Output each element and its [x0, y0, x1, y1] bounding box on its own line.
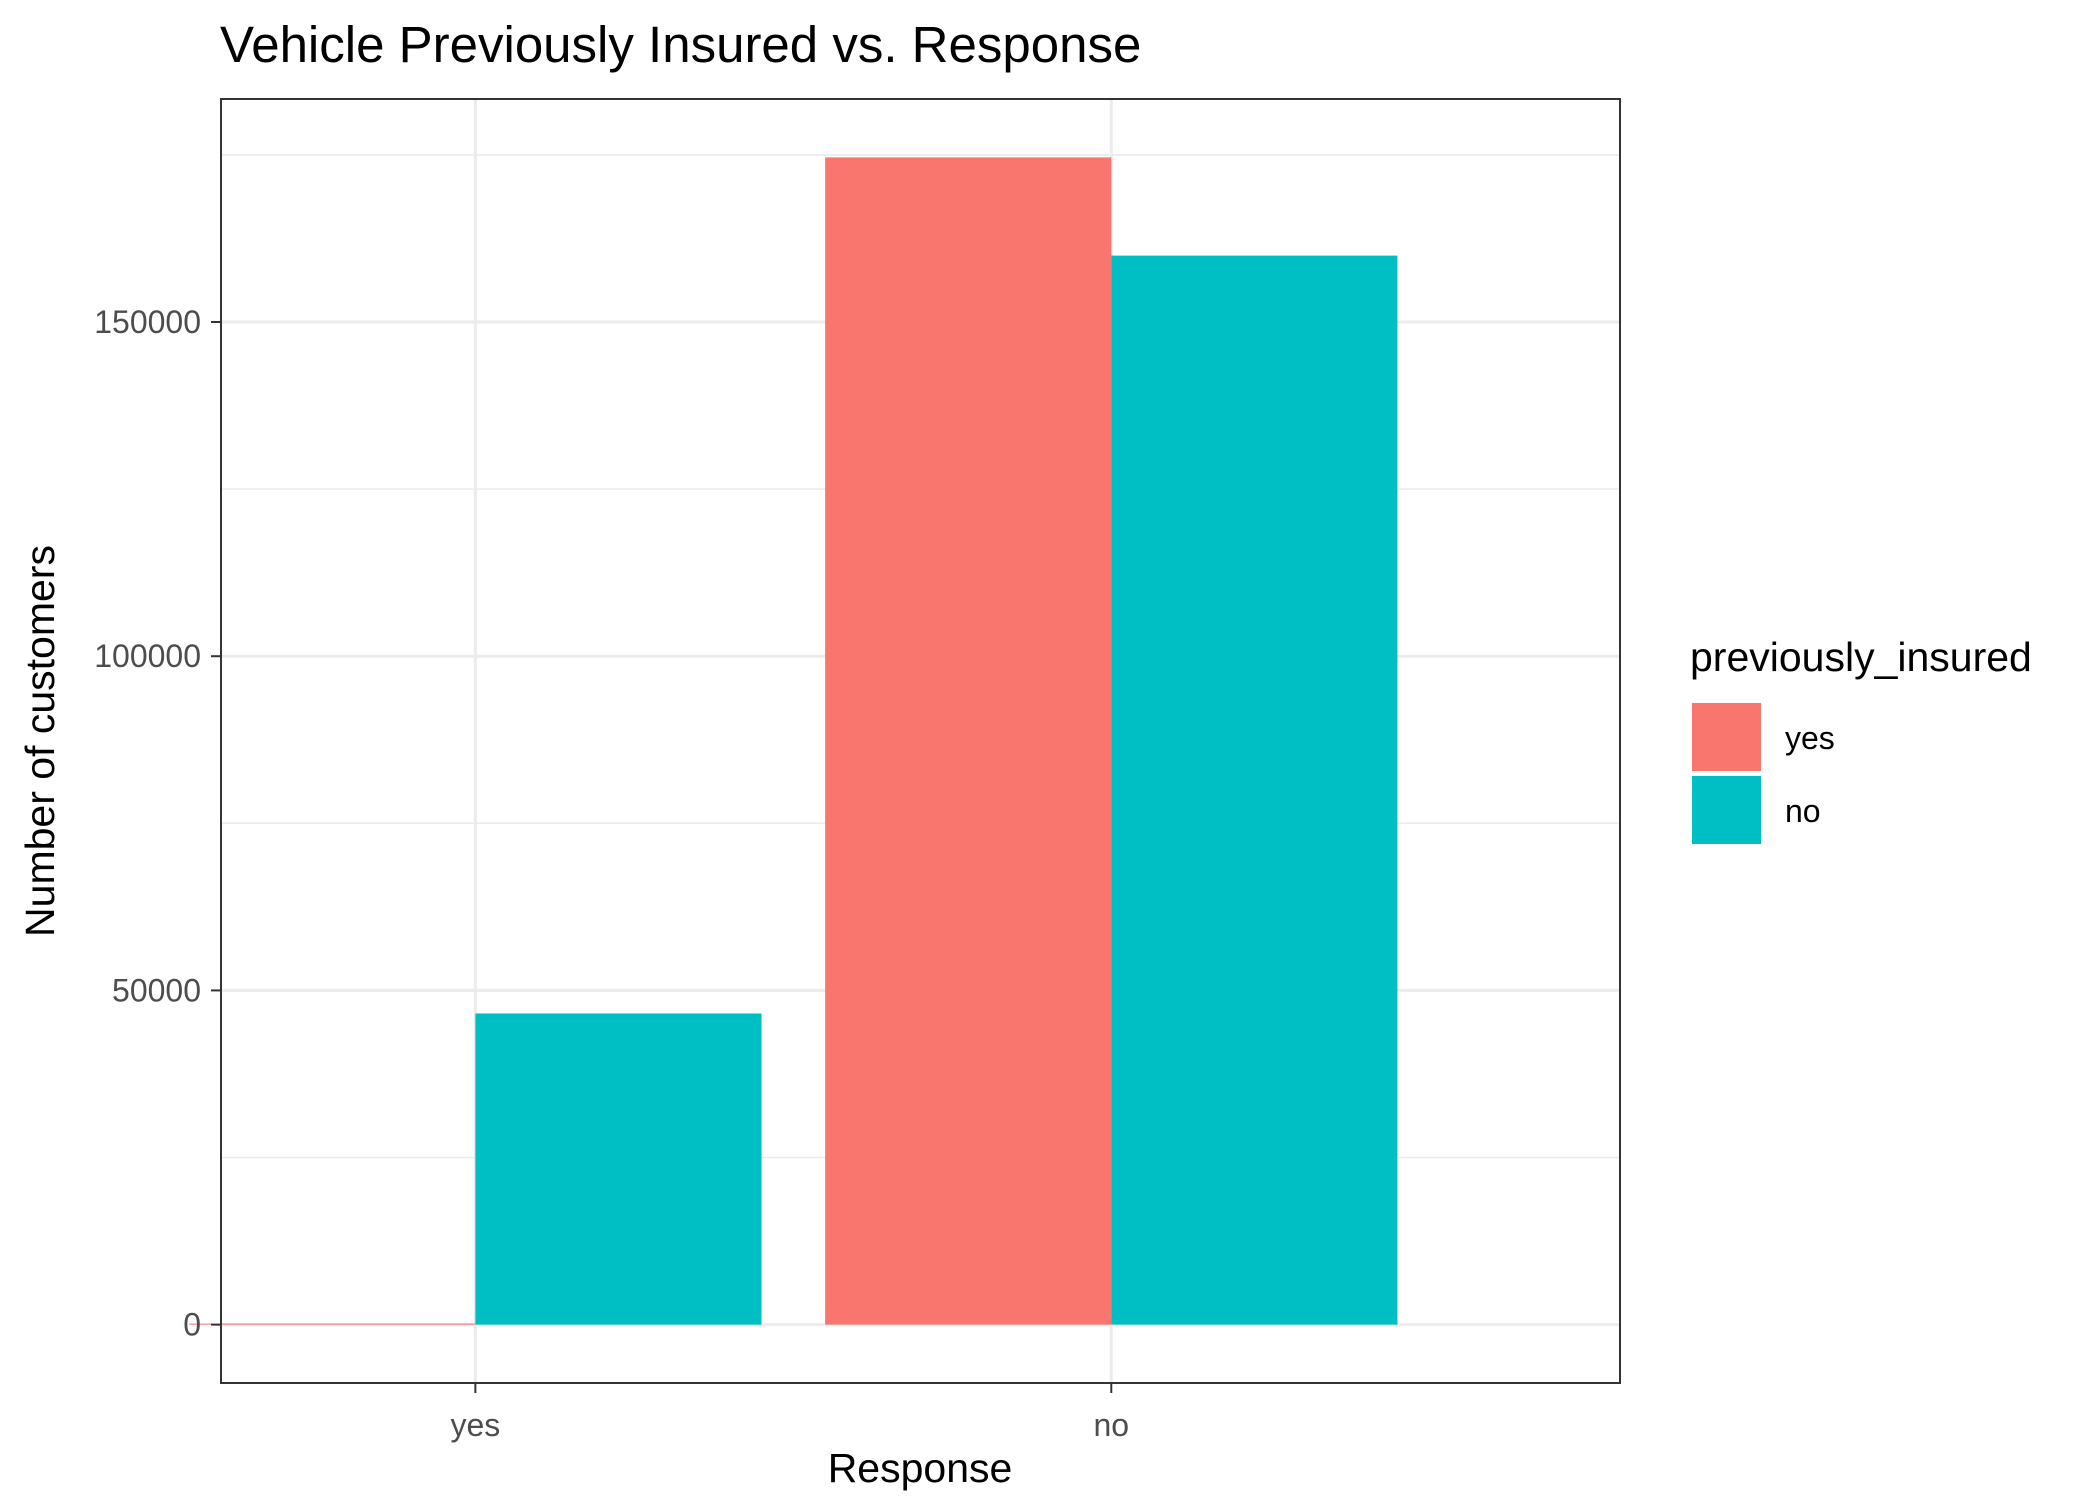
bar-no-no	[1111, 255, 1398, 1325]
bars	[189, 157, 1398, 1325]
bar-no-yes	[825, 157, 1112, 1325]
legend: previously_insured yes no	[1690, 634, 2032, 844]
y-tick-label: 0	[183, 1307, 201, 1343]
y-tick-label: 50000	[112, 972, 201, 1008]
y-axis-title: Number of customers	[17, 545, 63, 937]
chart-title: Vehicle Previously Insured vs. Response	[220, 16, 1141, 73]
plot-border	[220, 98, 1621, 1384]
y-axis: 0 50000 100000 150000	[94, 304, 221, 1343]
legend-label-no: no	[1785, 793, 1821, 829]
bar-yes-no	[475, 1013, 762, 1325]
legend-key-no	[1692, 776, 1761, 844]
y-tick-label: 100000	[94, 638, 201, 674]
legend-label-yes: yes	[1785, 720, 1835, 756]
x-tick-label: yes	[450, 1407, 500, 1443]
bar-yes-yes	[189, 1323, 476, 1325]
legend-title: previously_insured	[1690, 634, 2032, 680]
x-axis-title: Response	[828, 1445, 1013, 1491]
legend-key-yes	[1692, 703, 1761, 771]
x-axis: yes no	[450, 1383, 1129, 1443]
y-tick-label: 150000	[94, 304, 201, 340]
x-tick-label: no	[1093, 1407, 1129, 1443]
